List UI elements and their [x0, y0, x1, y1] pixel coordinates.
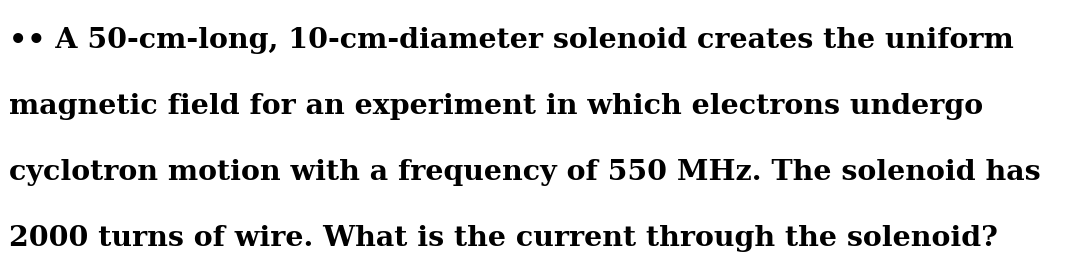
Text: cyclotron motion with a frequency of 550 MHz. The solenoid has: cyclotron motion with a frequency of 550… — [9, 158, 1041, 186]
Text: •• A 50-cm-long, 10-cm-diameter solenoid creates the uniform: •• A 50-cm-long, 10-cm-diameter solenoid… — [9, 26, 1014, 54]
Text: 2000 turns of wire. What is the current through the solenoid?: 2000 turns of wire. What is the current … — [9, 224, 998, 252]
Text: magnetic field for an experiment in which electrons undergo: magnetic field for an experiment in whic… — [9, 92, 983, 120]
